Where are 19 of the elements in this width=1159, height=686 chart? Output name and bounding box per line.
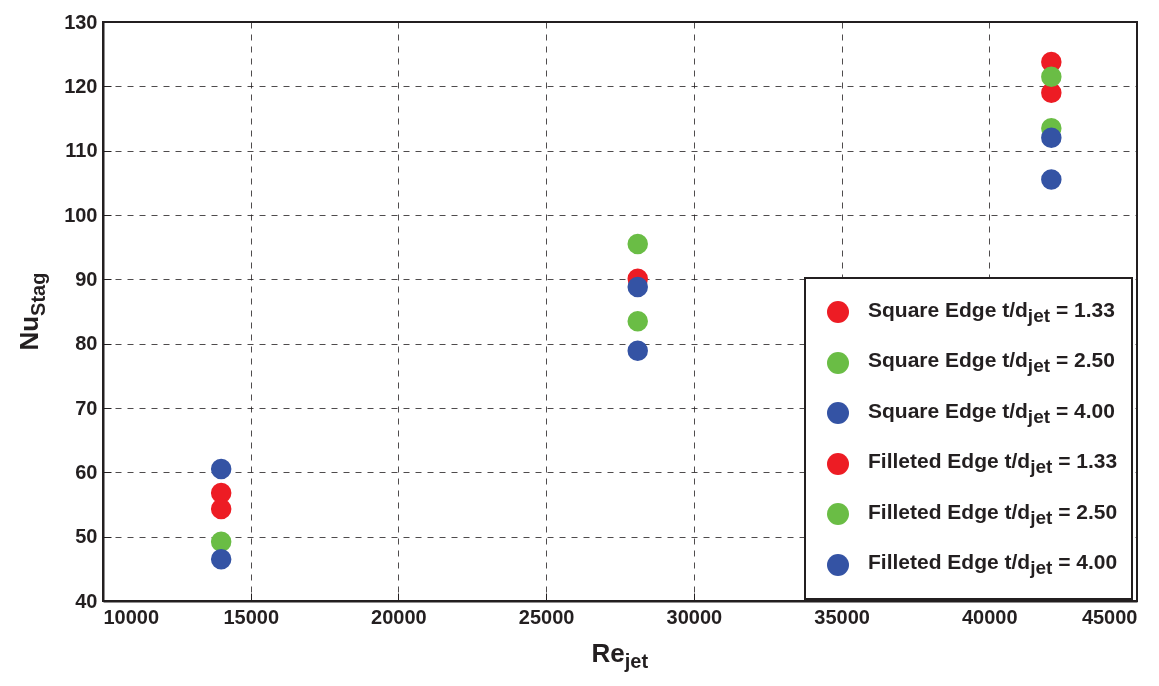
y-tick-label: 90: [75, 267, 98, 290]
y-tick-label: 40: [75, 589, 98, 612]
y-tick-label: 50: [75, 525, 98, 548]
x-tick-label: 40000: [961, 605, 1018, 628]
y-tick-label: 130: [64, 10, 98, 33]
y-tick-label: 60: [75, 460, 98, 483]
x-tick-label: 15000: [223, 605, 280, 628]
x-tick-label: 35000: [814, 605, 870, 628]
x-tick-label: 45000: [1081, 605, 1138, 628]
x-tick-label: 10000: [103, 605, 160, 628]
x-tick-label: 20000: [371, 605, 427, 628]
y-tick-label: 120: [64, 74, 98, 97]
x-tick-label: 30000: [666, 605, 723, 628]
x-tick-label: 25000: [518, 605, 575, 628]
y-tick-label: 100: [64, 203, 98, 226]
y-tick-label: 70: [75, 396, 98, 419]
y-tick-label: 80: [75, 332, 98, 355]
y-tick-label: 110: [65, 139, 98, 162]
x-axis-title: Re$_{jet}$: [591, 638, 649, 674]
